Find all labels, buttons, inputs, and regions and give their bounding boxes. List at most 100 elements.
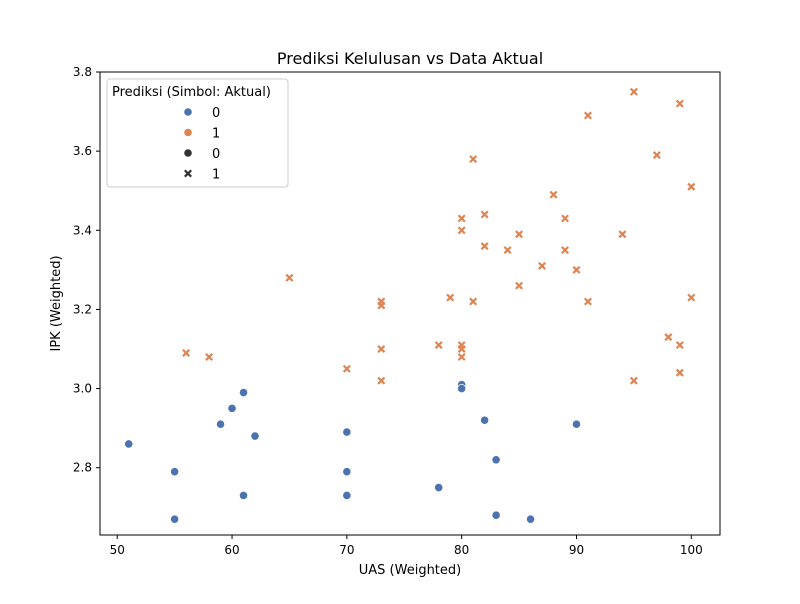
legend-box: [106, 78, 289, 188]
data-point-pred0-act0: [342, 490, 352, 501]
data-point-pred1-act1: [583, 297, 592, 306]
data-point-pred1-act1-stroke-b: [652, 151, 661, 160]
data-point-pred0-act0: [227, 403, 237, 413]
data-point-pred1-act1: [342, 364, 351, 373]
data-point-pred0-act0: [124, 439, 134, 449]
data-point-pred1-act1: [583, 111, 592, 120]
data-point-pred1-act1: [675, 368, 684, 377]
data-point-pred1-act1: [687, 293, 696, 302]
legend-entry-label: 0: [212, 147, 220, 162]
legend: Prediksi (Simbol: Aktual) 0 1 0 1: [106, 78, 289, 188]
data-point-pred1-act1-stroke-b: [446, 293, 455, 302]
data-point-pred1-act1-stroke-b: [583, 111, 592, 120]
data-point-pred1-act1: [457, 226, 466, 235]
y-tick-label: 3.4: [73, 223, 92, 237]
data-point-pred1-act1-stroke-b: [549, 190, 558, 199]
legend-entries: 0 1 0 1: [183, 106, 220, 183]
data-point-pred1-act1: [629, 87, 638, 96]
data-point-pred1-act1-stroke-b: [515, 281, 524, 290]
data-point-pred1-act1-stroke-b: [503, 246, 512, 255]
data-point-pred1-act1-stroke-b: [377, 345, 386, 353]
data-point-pred1-act1: [538, 261, 547, 270]
legend-title: Prediksi (Simbol: Aktual): [112, 85, 271, 100]
x-tick-label: 80: [454, 543, 469, 557]
data-point-pred1-act1: [480, 210, 489, 219]
data-point-pred0-act0: [491, 510, 501, 520]
data-point-pred1-act1: [675, 341, 684, 350]
data-point-pred1-act1-stroke-b: [561, 214, 569, 223]
data-point-pred1-act1: [469, 297, 478, 306]
data-points-layer: [124, 87, 696, 524]
x-tick-label: 60: [224, 543, 239, 557]
data-point-pred1-act1-stroke-b: [342, 364, 351, 373]
y-tick-label: 3.8: [73, 65, 92, 79]
data-point-pred1-act1-stroke-b: [457, 226, 466, 235]
data-point-pred1-act1: [618, 230, 627, 239]
data-point-pred1-act1: [664, 333, 673, 342]
data-point-pred0-act0: [525, 514, 536, 524]
data-point-pred1-act1-stroke-b: [480, 210, 489, 219]
data-point-pred1-act1-stroke-b: [675, 368, 684, 377]
legend-marker-stroke-b: [184, 169, 192, 178]
data-point-pred0-act0: [480, 415, 490, 425]
x-tick-label: 50: [110, 543, 125, 557]
data-point-pred1-act1-stroke-b: [664, 333, 673, 342]
y-tick-label: 3.6: [73, 144, 92, 158]
data-point-pred1-act1: [285, 273, 294, 282]
data-point-pred1-act1: [446, 293, 455, 302]
legend-marker: [183, 148, 193, 158]
data-point-pred1-act1: [675, 99, 684, 108]
data-point-pred1-act1-stroke-b: [583, 297, 592, 306]
data-point-pred1-act1-stroke-b: [457, 352, 466, 361]
data-point-pred1-act1: [377, 376, 386, 385]
data-point-pred1-act1-stroke-b: [469, 155, 478, 164]
data-point-pred0-act0: [457, 383, 467, 394]
data-point-pred1-act1: [572, 265, 581, 274]
data-point-pred1-act1-stroke-b: [182, 348, 191, 357]
data-point-pred1-act1: [561, 214, 569, 223]
y-tick-label: 3.2: [73, 302, 92, 316]
data-point-pred1-act1: [377, 345, 386, 353]
data-point-pred1-act1-stroke-b: [457, 345, 466, 353]
data-point-pred1-act1-stroke-b: [675, 341, 684, 350]
data-point-pred1-act1-stroke-b: [538, 261, 547, 270]
data-point-pred1-act1-stroke-b: [572, 265, 581, 274]
data-point-pred0-act0: [571, 419, 582, 429]
data-point-pred0-act0: [215, 419, 226, 429]
y-axis-label: IPK (Weighted): [49, 255, 64, 351]
x-axis-label: UAS (Weighted): [359, 563, 461, 578]
data-point-pred1-act1: [549, 190, 558, 199]
y-tick-label: 3.0: [73, 382, 92, 396]
data-point-pred1-act1: [434, 341, 443, 350]
x-tick-label: 100: [680, 543, 703, 557]
legend-marker: [183, 107, 193, 117]
data-point-pred1-act1: [503, 246, 512, 255]
x-axis-ticks: 50 60 70 80 90 100: [110, 535, 703, 557]
data-point-pred1-act1: [629, 376, 638, 385]
data-point-pred1-act1: [515, 281, 524, 290]
data-point-pred1-act1: [457, 345, 466, 353]
data-point-pred1-act1-stroke-b: [469, 297, 478, 306]
data-point-pred1-act1: [457, 352, 466, 361]
data-point-pred1-act1: [561, 246, 569, 255]
chart-title: Prediksi Kelulusan vs Data Aktual: [277, 49, 543, 68]
data-point-pred1-act1: [457, 214, 466, 223]
data-point-pred0-act0: [238, 490, 249, 501]
data-point-pred1-act1-stroke-b: [434, 341, 443, 350]
data-point-pred0-act0: [491, 455, 501, 465]
data-point-pred0-act0: [170, 467, 180, 477]
data-point-pred0-act0: [238, 387, 249, 398]
data-point-pred1-act1-stroke-b: [687, 182, 696, 191]
data-point-pred0-act0: [250, 431, 260, 441]
data-point-pred0-act0: [342, 467, 352, 477]
data-point-pred1-act1-stroke-b: [480, 242, 489, 251]
data-point-pred1-act1: [515, 230, 524, 239]
data-point-pred1-act1-stroke-b: [377, 376, 386, 385]
data-point-pred1-act1-stroke-b: [515, 230, 524, 239]
x-tick-label: 70: [339, 543, 354, 557]
data-point-pred1-act1-stroke-b: [561, 246, 569, 255]
data-point-pred1-act1-stroke-b: [457, 214, 466, 223]
legend-entry-label: 1: [212, 127, 220, 142]
legend-marker: [184, 169, 192, 178]
